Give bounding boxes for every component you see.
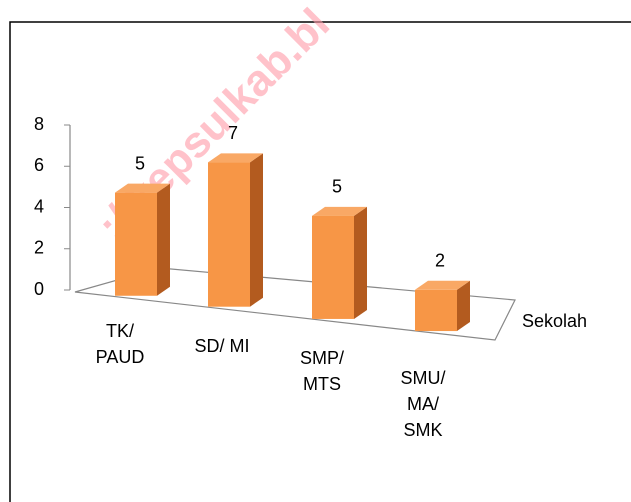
y-tick-label: 8 (34, 114, 44, 134)
bar-top (415, 280, 470, 290)
x-tick-label: SD/ MI (194, 336, 250, 356)
bar-side (457, 280, 470, 332)
bar (312, 215, 354, 319)
legend-label: Sekolah (522, 311, 587, 331)
y-tick-label: 2 (34, 238, 44, 258)
y-tick-label: 4 (34, 196, 44, 216)
data-label: 5 (135, 153, 145, 173)
x-tick-label: SMP/ MTS (299, 348, 344, 394)
chart-frame (9, 21, 631, 502)
bar-top (312, 206, 367, 216)
x-tick-label: SMU/ MA/ SMK (400, 368, 446, 440)
y-tick-label: 0 (34, 279, 44, 299)
bar-side (354, 206, 367, 319)
bar (415, 289, 457, 332)
bar (115, 192, 157, 296)
y-tick-label: 6 (34, 155, 44, 175)
bar (208, 162, 250, 307)
data-label: 2 (435, 251, 445, 271)
bar-top (115, 183, 170, 193)
bar-side (157, 183, 170, 296)
data-label: 5 (332, 177, 342, 197)
bar-side (250, 153, 263, 307)
x-tick-label: TK/ PAUD (95, 321, 145, 367)
bar-top (208, 153, 263, 163)
data-label: 7 (228, 123, 238, 143)
